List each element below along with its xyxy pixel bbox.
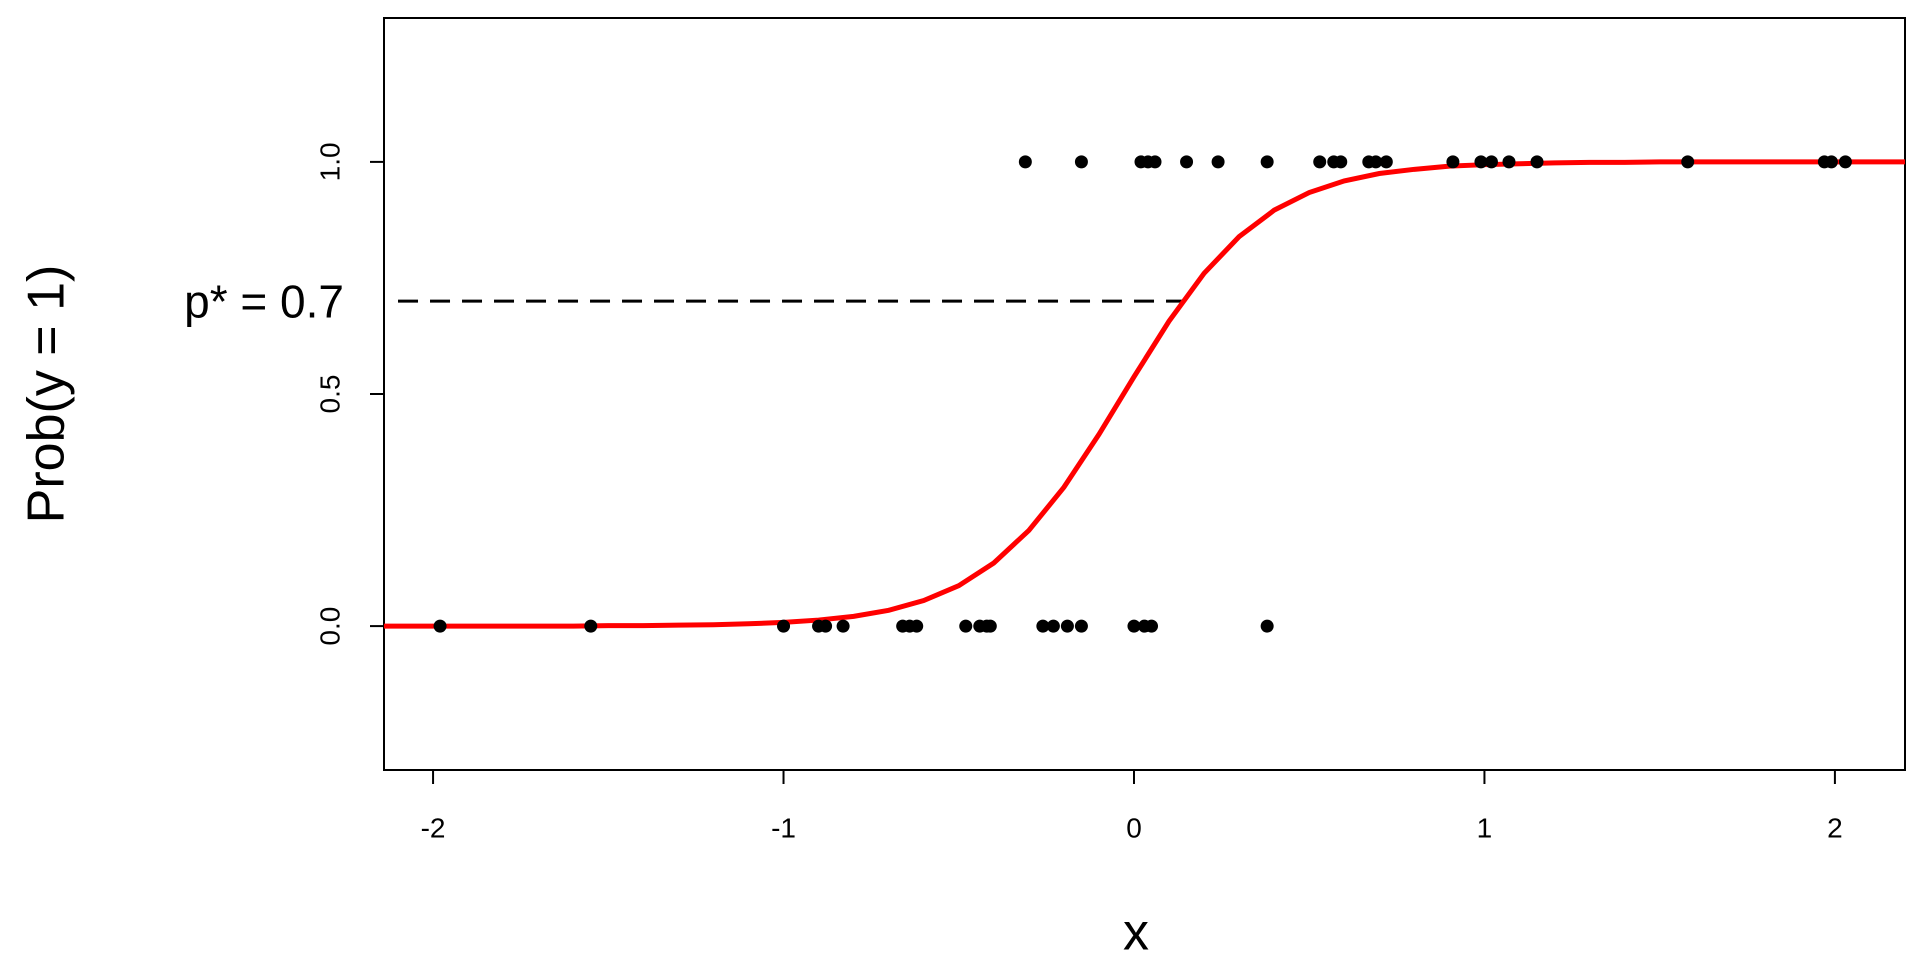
point: [1180, 155, 1194, 169]
point: [433, 619, 447, 633]
point: [1260, 155, 1274, 169]
point: [1530, 155, 1544, 169]
point: [1036, 619, 1050, 633]
point: [1313, 155, 1327, 169]
y-axis-label: Prob(y = 1): [18, 265, 76, 524]
point: [777, 619, 791, 633]
point: [1446, 155, 1460, 169]
plot-frame: [383, 17, 1906, 771]
x-tick-label: -1: [771, 812, 796, 843]
reference-label: p* = 0.7: [184, 275, 344, 327]
x-tick-label: 0: [1126, 812, 1142, 843]
point: [1824, 155, 1838, 169]
point: [1838, 155, 1852, 169]
y-tick-label: 1.0: [314, 142, 345, 181]
x-axis-label: x: [1123, 904, 1149, 960]
curve: [384, 159, 1905, 629]
point: [1145, 619, 1159, 633]
point: [1502, 155, 1516, 169]
x-tick-label: 1: [1477, 812, 1493, 843]
point: [584, 619, 598, 633]
point: [1260, 619, 1274, 633]
point: [1060, 619, 1074, 633]
point: [819, 619, 833, 633]
point: [1334, 155, 1348, 169]
x-tick-label: -2: [421, 812, 446, 843]
point: [1018, 155, 1032, 169]
y-tick-label: 0.5: [314, 375, 345, 414]
point: [1046, 619, 1060, 633]
point: [1484, 155, 1498, 169]
y-tick-label: 0.0: [314, 607, 345, 646]
point: [1127, 619, 1141, 633]
point: [836, 619, 850, 633]
point: [1074, 155, 1088, 169]
point: [910, 619, 924, 633]
point: [1474, 155, 1488, 169]
x-tick-label: 2: [1827, 812, 1843, 843]
point: [1681, 155, 1695, 169]
point: [959, 619, 973, 633]
point: [1369, 155, 1383, 169]
point: [1074, 619, 1088, 633]
point: [1379, 155, 1393, 169]
point: [1148, 155, 1162, 169]
point: [983, 619, 997, 633]
point: [1211, 155, 1225, 169]
